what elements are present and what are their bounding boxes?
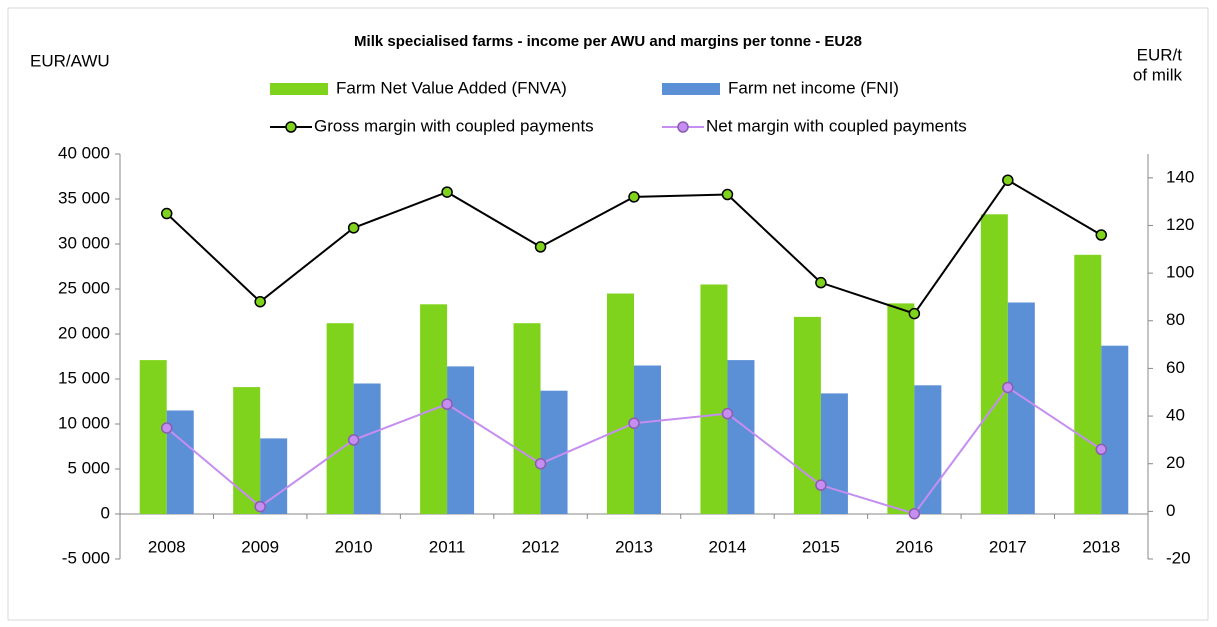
bar (260, 438, 288, 514)
y2-tick-label: 120 (1166, 215, 1194, 234)
y-tick-label: 40 000 (58, 143, 110, 162)
marker (347, 222, 360, 234)
y2-tick-label: 140 (1166, 167, 1194, 186)
marker (1002, 381, 1014, 394)
bar (447, 366, 475, 514)
y2-tick-label: 60 (1166, 358, 1185, 377)
marker (160, 207, 173, 220)
bar (727, 360, 755, 514)
y-tick-label: 35 000 (58, 188, 110, 207)
legend-marker (677, 121, 689, 133)
marker (721, 407, 734, 420)
legend-label: Farm net income (FNI) (728, 78, 899, 97)
bar (1007, 302, 1035, 514)
marker (254, 295, 266, 308)
marker (1095, 443, 1108, 456)
x-tick-label: 2008 (148, 537, 186, 556)
legend-marker (285, 121, 297, 133)
marker (441, 186, 453, 198)
x-tick-label: 2015 (802, 537, 840, 556)
bar (513, 323, 541, 514)
marker (1002, 174, 1014, 186)
x-tick-label: 2013 (615, 537, 653, 556)
marker (815, 479, 827, 491)
bar (139, 360, 167, 514)
bar (980, 214, 1008, 515)
y2-tick-label: 40 (1166, 406, 1185, 425)
x-tick-label: 2014 (709, 537, 747, 556)
x-tick-label: 2012 (522, 537, 560, 556)
y2-axis-label: EUR/t (1137, 45, 1183, 64)
y-tick-label: 15 000 (58, 368, 110, 387)
x-tick-label: 2011 (429, 537, 466, 556)
y2-tick-label: 80 (1166, 310, 1185, 329)
y-axis-label: EUR/AWU (30, 51, 110, 70)
legend-label: Gross margin with coupled payments (314, 116, 594, 135)
marker (441, 398, 453, 410)
marker (254, 500, 266, 513)
x-tick-label: 2018 (1082, 537, 1120, 556)
marker (534, 241, 547, 253)
legend-swatch (270, 83, 328, 95)
x-tick-label: 2010 (335, 537, 373, 556)
marker (628, 417, 640, 429)
x-tick-label: 2009 (241, 537, 279, 556)
marker (160, 422, 173, 434)
marker (908, 507, 921, 520)
marker (908, 307, 921, 320)
marker (721, 188, 734, 201)
y2-tick-label: 20 (1166, 453, 1185, 472)
bar (1074, 254, 1102, 515)
y-tick-label: 30 000 (58, 233, 110, 252)
y2-tick-label: 100 (1166, 263, 1194, 282)
bar (820, 393, 848, 514)
bar (607, 293, 634, 514)
marker (628, 191, 640, 203)
marker (1095, 229, 1108, 241)
bar (540, 390, 568, 514)
y-tick-label: -5 000 (62, 548, 110, 567)
chart-frame (7, 7, 1209, 621)
bar (634, 365, 661, 514)
y-tick-label: 10 000 (58, 413, 110, 432)
y-tick-label: 20 000 (58, 323, 110, 342)
x-tick-label: 2016 (895, 537, 933, 556)
y2-tick-label: -20 (1166, 548, 1191, 567)
bar (914, 385, 942, 514)
bar (700, 284, 728, 514)
marker (815, 276, 827, 289)
x-tick-label: 2017 (989, 537, 1027, 556)
y2-axis-label: of milk (1133, 65, 1183, 84)
chart-title: Milk specialised farms - income per AWU … (354, 33, 862, 50)
y-tick-label: 5 000 (67, 458, 110, 477)
bar (887, 303, 915, 514)
y-tick-label: 0 (101, 503, 110, 522)
y-tick-label: 25 000 (58, 278, 110, 297)
marker (534, 457, 547, 470)
legend-label: Farm Net Value Added (FNVA) (336, 78, 567, 97)
bar (326, 323, 354, 514)
marker (347, 434, 360, 446)
y2-tick-label: 0 (1166, 501, 1175, 520)
bar (353, 383, 381, 514)
bar (233, 387, 261, 514)
legend-label: Net margin with coupled payments (706, 116, 967, 135)
bar (1101, 345, 1129, 514)
legend-swatch (662, 83, 720, 95)
